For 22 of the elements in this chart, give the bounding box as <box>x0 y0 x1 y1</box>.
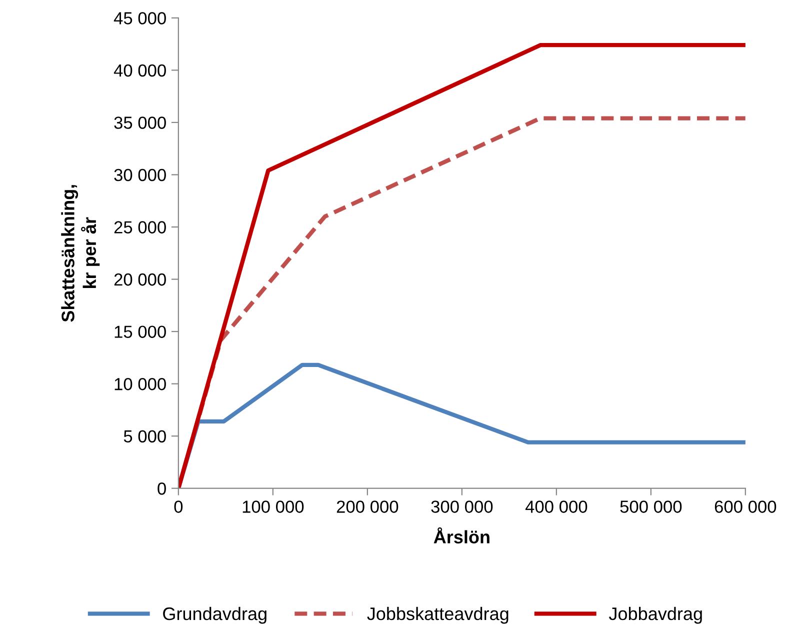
x-tick-label: 300 000 <box>431 500 493 513</box>
y-axis-title: Skattesänkning, kr per år <box>61 185 100 322</box>
y-tick-label: 10 000 <box>114 378 166 390</box>
y-tick-label: 30 000 <box>114 168 166 182</box>
x-axis-title: Årslön <box>434 527 490 544</box>
y-tick-label: 40 000 <box>114 64 166 77</box>
legend-label: Jobbskatteavdrag <box>367 606 508 624</box>
y-tick-label: 45 000 <box>114 12 166 24</box>
y-tick-label: 0 <box>158 482 166 495</box>
x-tick-label: 500 000 <box>620 500 682 513</box>
legend-label: Grundavdrag <box>163 606 266 624</box>
x-tick-label: 600 000 <box>714 500 776 513</box>
y-tick-label: 25 000 <box>114 221 166 234</box>
x-tick-label: 100 000 <box>242 500 304 513</box>
x-tick-label: 400 000 <box>525 500 588 513</box>
x-tick-label: 0 <box>174 500 183 513</box>
y-tick-label: 20 000 <box>114 273 166 286</box>
y-tick-label: 15 000 <box>114 326 166 338</box>
y-tick-label: 5 000 <box>124 430 166 443</box>
x-tick-label: 200 000 <box>336 500 398 513</box>
legend-label: Jobbavdrag <box>608 606 702 624</box>
y-tick-label: 35 000 <box>114 116 166 129</box>
